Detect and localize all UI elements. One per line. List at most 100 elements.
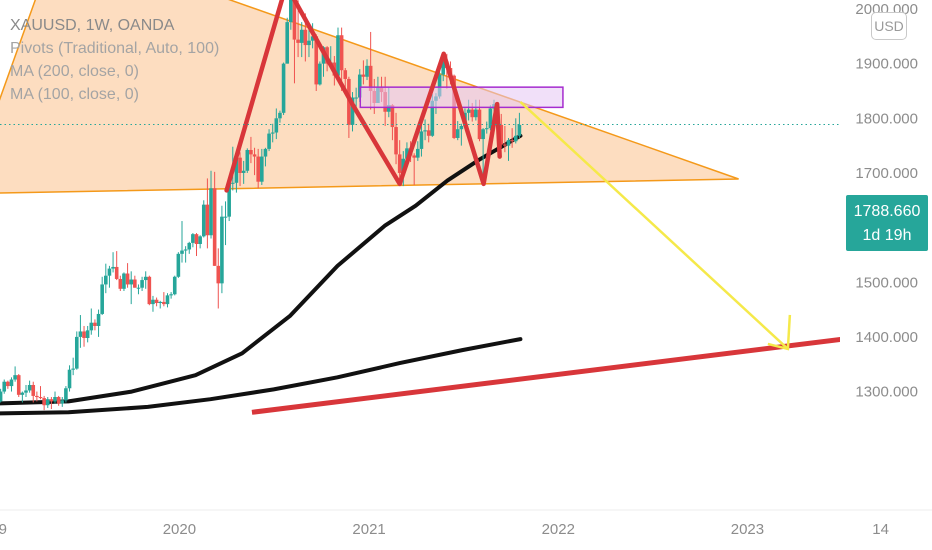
candle [38, 386, 43, 400]
candle [245, 148, 250, 173]
x-tick-label: 2020 [163, 521, 196, 538]
candle-body [437, 74, 442, 97]
candle [201, 200, 206, 238]
candle-body [187, 242, 192, 250]
y-tick-label: 1900.000 [855, 56, 918, 73]
x-tick-label: 14 [872, 521, 889, 538]
candle [365, 59, 369, 81]
indicator-ma-100[interactable]: MA (100, close, 0) [10, 86, 139, 103]
candle-body [147, 276, 152, 305]
candle-body [49, 399, 54, 402]
candle [488, 105, 493, 131]
candle [419, 123, 424, 157]
candle-body [477, 109, 482, 140]
candle [67, 365, 72, 392]
candle [361, 60, 366, 85]
candle-body [267, 133, 271, 149]
candle-body [459, 125, 464, 130]
candle [114, 251, 119, 281]
candle-body [198, 236, 202, 244]
candle [223, 201, 228, 246]
candle-body [481, 129, 485, 140]
candle [93, 319, 97, 331]
candle [100, 276, 104, 316]
candle [118, 275, 123, 291]
candle [74, 331, 79, 370]
candle-body [390, 105, 395, 128]
candle [111, 252, 115, 273]
candle [459, 123, 464, 146]
candle-body [136, 287, 141, 289]
candle-body [162, 301, 166, 305]
last-price-tag: 1788.660 1d 19h [846, 195, 928, 251]
symbol-title[interactable]: XAUUSD, 1W, OANDA [10, 17, 175, 34]
candle-body [517, 124, 522, 136]
candle [263, 147, 268, 167]
candle-body [85, 330, 90, 338]
candle-body [64, 388, 68, 401]
candle [125, 263, 130, 288]
candle-body [296, 39, 300, 43]
indicator-ma-200[interactable]: MA (200, close, 0) [10, 63, 139, 80]
candle-body [227, 182, 231, 217]
candle-body [416, 148, 420, 158]
candle-body [78, 331, 83, 337]
y-tick-label: 1500.000 [855, 274, 918, 291]
candle [510, 128, 514, 148]
price-axis: 1300.0001400.0001500.0001600.0001700.000… [855, 1, 918, 401]
candle-body [401, 158, 406, 173]
candle-body [249, 149, 253, 155]
candle-body [274, 118, 279, 133]
candle [56, 395, 61, 406]
candle [256, 148, 260, 189]
candle-body [310, 36, 315, 41]
candle [285, 17, 290, 64]
candle-body [441, 61, 446, 75]
candle-body [281, 63, 286, 113]
candle [212, 171, 217, 266]
candle-body [303, 29, 308, 46]
candle [205, 178, 210, 249]
candle [2, 379, 7, 394]
candle-body [143, 276, 148, 281]
candle-body [278, 112, 282, 119]
candle [503, 125, 507, 153]
candle [96, 309, 101, 337]
candle-body [191, 234, 195, 243]
candle-body [45, 399, 50, 406]
candle-body [343, 70, 348, 79]
candle-body [158, 301, 163, 304]
candle [151, 295, 155, 312]
candle-body [169, 294, 173, 296]
candle-body [238, 157, 242, 173]
candle [45, 397, 50, 408]
candle-body [470, 109, 475, 118]
candle-body [56, 397, 61, 404]
candle-body [212, 188, 217, 266]
candle-body [350, 97, 355, 125]
x-tick-label: 2022 [542, 521, 575, 538]
candle-body [314, 36, 319, 85]
candle [180, 221, 184, 263]
candle-body [38, 397, 43, 399]
candle [270, 123, 275, 143]
candle-body [361, 74, 366, 77]
candle [187, 241, 192, 254]
currency-button[interactable]: USD [871, 12, 907, 40]
candle [354, 87, 358, 108]
candle [27, 380, 32, 393]
candle-body [234, 157, 239, 183]
candle [147, 275, 152, 306]
candle [318, 61, 322, 86]
candle-body [499, 124, 504, 145]
candle [249, 136, 253, 164]
indicator-pivots[interactable]: Pivots (Traditional, Auto, 100) [10, 40, 220, 57]
candle-body [114, 266, 119, 279]
candle [143, 271, 148, 289]
candle-body [299, 29, 304, 43]
y-tick-label: 1800.000 [855, 110, 918, 127]
candle [238, 152, 242, 187]
candle-body [6, 381, 10, 387]
candle-body [386, 105, 391, 112]
